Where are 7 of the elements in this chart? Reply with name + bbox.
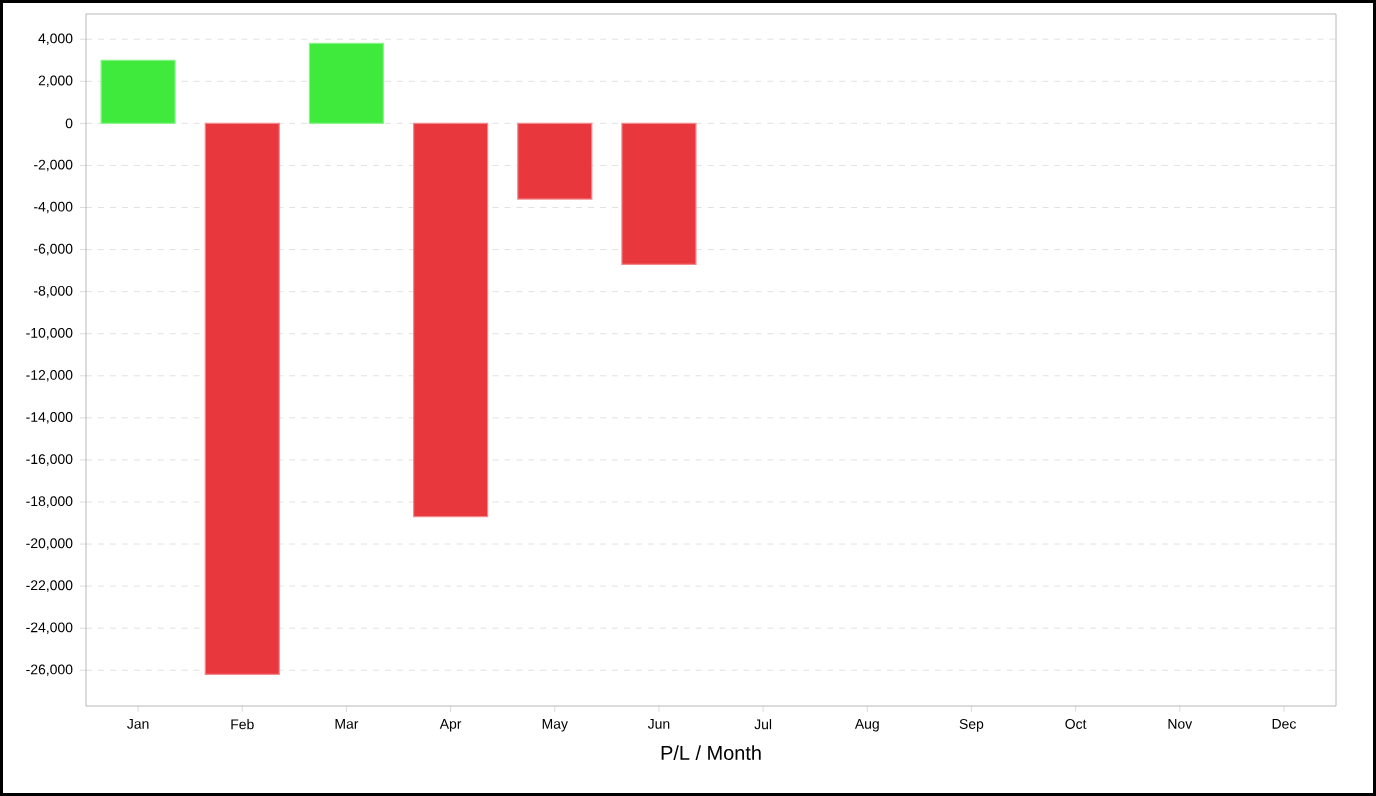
bar [621,122,697,265]
bar [100,59,176,124]
bar [204,122,280,676]
x-axis-title: P/L / Month [661,745,761,760]
bar [308,42,385,124]
bar [517,122,593,200]
bar [413,122,489,518]
